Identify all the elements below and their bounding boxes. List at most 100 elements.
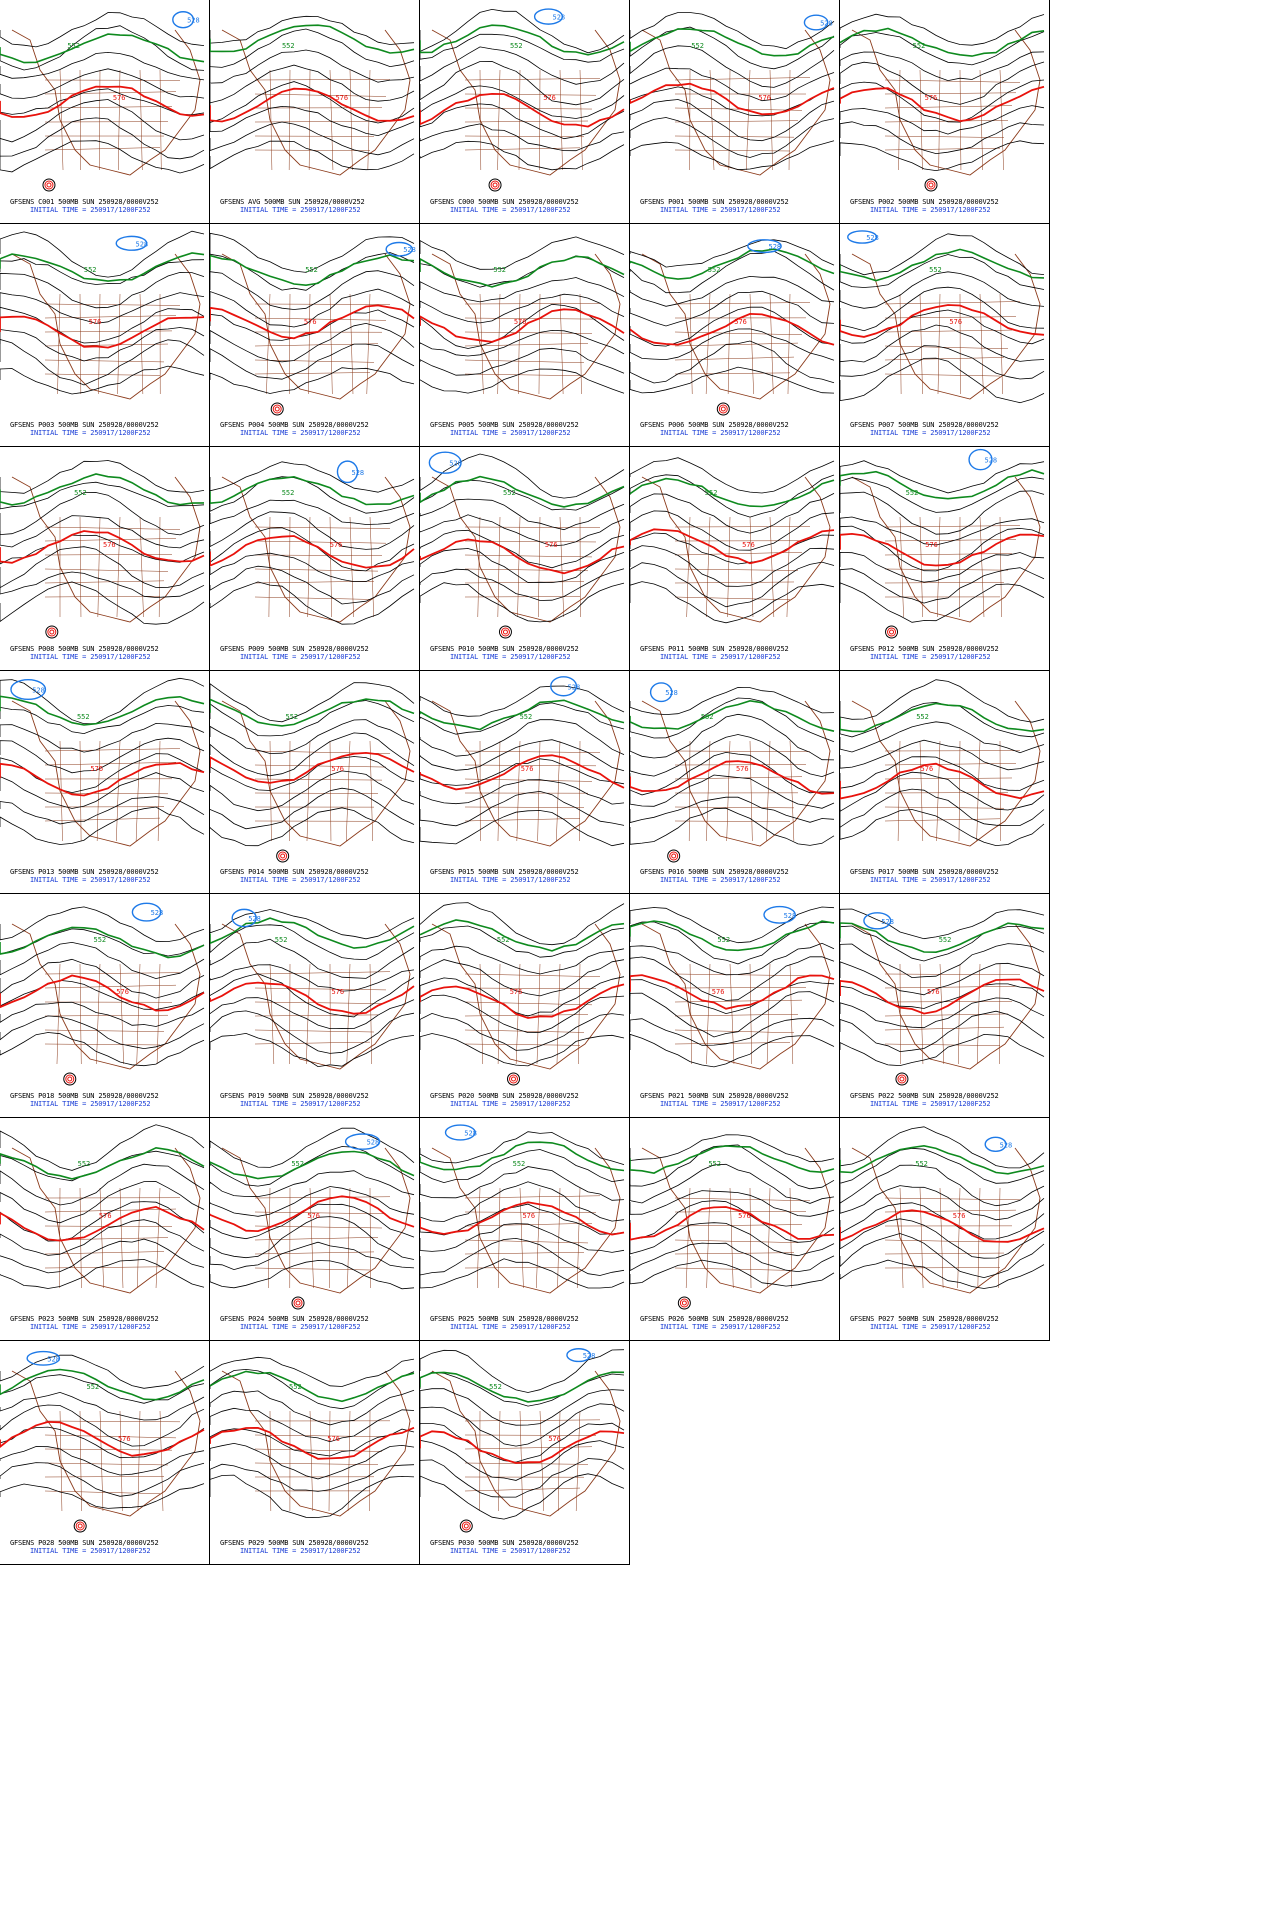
panel-initial-time: INITIAL TIME = 250917/1200F252 [30, 1099, 151, 1108]
contour-528 [172, 11, 195, 29]
state-border [44, 538, 177, 542]
state-border [884, 777, 1013, 779]
state-border [884, 345, 1009, 349]
contour-552 [0, 1368, 205, 1401]
panel-caption: GFSENS P024 500MB SUN 250928/0000V252 [220, 1315, 369, 1323]
contour-576 [630, 1205, 835, 1241]
height-contour [0, 1258, 205, 1289]
state-border [464, 373, 581, 376]
contour-552 [210, 1150, 415, 1179]
state-border [899, 1187, 904, 1288]
contour-label-576: 576 [307, 1212, 320, 1220]
contour-label-552: 552 [282, 489, 295, 497]
contour-528 [803, 14, 829, 31]
closed-low-contour [667, 849, 681, 862]
panel-initial-time: INITIAL TIME = 250917/1200F252 [660, 1099, 781, 1108]
height-contour [420, 1203, 625, 1235]
height-contour [420, 235, 625, 270]
panel-caption: GFSENS P026 500MB SUN 250928/0000V252 [640, 1315, 789, 1323]
height-contour [630, 238, 835, 268]
height-contour [420, 976, 625, 1017]
ensemble-panel: 528 552 576 GFSENS P009 500MB SUN 250928/00… [210, 447, 420, 671]
contour-576 [210, 1426, 415, 1460]
state-border [937, 516, 941, 618]
state-border [559, 69, 563, 171]
height-contour [840, 525, 1045, 572]
state-border [79, 963, 82, 1065]
contour-label-576: 576 [116, 988, 129, 996]
panel-caption: GFSENS P016 500MB SUN 250928/0000V252 [640, 868, 789, 876]
state-border [674, 356, 795, 360]
state-border [497, 1187, 501, 1288]
ensemble-panel: 552 576 GFSENS AVG 500MB SUN 250928/0000V2… [210, 0, 420, 224]
state-border [786, 516, 791, 618]
ensemble-panel: 528 552 576 GFSENS P028 500MB SUN 250928/00… [0, 1341, 210, 1565]
state-border [464, 135, 585, 138]
height-contour [0, 25, 205, 71]
ensemble-panel: 528 552 576 GFSENS P022 500MB SUN 250928/00… [840, 894, 1050, 1118]
state-border [309, 1187, 314, 1288]
state-border [464, 78, 601, 81]
height-contour [0, 1446, 205, 1476]
height-contour [210, 1356, 415, 1387]
contour-label-528: 528 [820, 20, 833, 28]
state-border [44, 343, 169, 346]
panel-initial-time: INITIAL TIME = 250917/1200F252 [870, 205, 991, 214]
panel-initial-time: INITIAL TIME = 250917/1200F252 [450, 876, 571, 884]
contour-576 [420, 92, 625, 128]
height-contour [840, 253, 1045, 290]
height-contour [420, 548, 625, 584]
state-border [919, 293, 923, 394]
state-border [44, 359, 165, 362]
contour-label-576: 576 [331, 765, 344, 773]
height-contour [210, 552, 415, 582]
height-contour [0, 581, 205, 625]
state-border [157, 740, 161, 841]
state-border [254, 778, 383, 780]
height-contour [420, 1422, 625, 1463]
closed-low-contour [278, 851, 288, 860]
height-contour [840, 701, 1045, 737]
height-contour [630, 117, 835, 158]
height-contour [840, 1232, 1045, 1278]
height-contour [420, 529, 625, 569]
state-border [729, 963, 735, 1065]
height-contour [630, 493, 835, 534]
state-border [254, 1434, 387, 1437]
panel-initial-time: INITIAL TIME = 250917/1200F252 [450, 1099, 571, 1108]
state-border [479, 963, 484, 1065]
height-contour [840, 105, 1045, 135]
state-border [749, 293, 754, 394]
height-contour [420, 1222, 625, 1253]
height-contour [420, 303, 625, 349]
state-border [464, 331, 593, 334]
height-contour [420, 757, 625, 786]
height-contour [840, 460, 1045, 494]
state-border [329, 69, 334, 171]
state-border [769, 293, 774, 394]
coastline [221, 253, 411, 399]
contour-552 [210, 1370, 415, 1403]
height-contour [210, 924, 415, 961]
contour-528 [10, 678, 47, 700]
state-border [497, 516, 501, 618]
height-contour [210, 787, 415, 829]
ensemble-panel: 552 576 GFSENS P011 500MB SUN 250928/0000V… [630, 447, 840, 671]
state-border [789, 740, 795, 841]
closed-low-contour [274, 406, 280, 411]
ensemble-panel: 552 576 GFSENS P026 500MB SUN 250928/0000V… [630, 1117, 840, 1341]
height-contour [210, 1428, 415, 1457]
state-border [328, 1410, 331, 1512]
state-border [464, 554, 593, 558]
height-contour [0, 1483, 205, 1509]
closed-low-contour [63, 1072, 77, 1086]
contour-576 [0, 1420, 205, 1457]
state-border [766, 963, 771, 1065]
height-contour [420, 46, 625, 85]
height-contour [840, 983, 1045, 1009]
closed-low-contour [293, 1298, 303, 1307]
height-contour [210, 511, 415, 550]
height-contour [0, 704, 205, 734]
state-border [884, 373, 1001, 376]
panel-caption: GFSENS P018 500MB SUN 250928/0000V252 [10, 1091, 159, 1100]
